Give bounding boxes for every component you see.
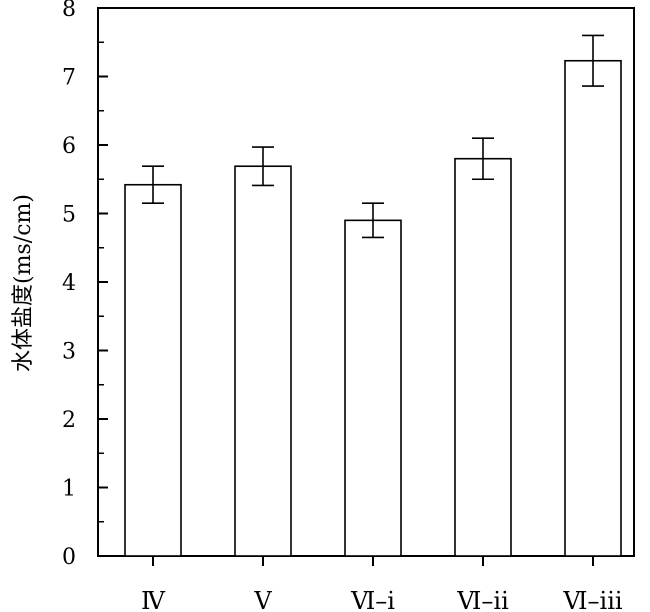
y-tick-label: 3 bbox=[62, 340, 76, 365]
bar bbox=[454, 157, 512, 557]
bar bbox=[344, 219, 402, 557]
y-tick-label: 8 bbox=[62, 0, 76, 22]
plot-area: 0 1 2 3 4 5 6 7 8 Ⅳ Ⅴ Ⅵ–i Ⅵ–ii Ⅵ–iii bbox=[62, 0, 635, 612]
x-tick-label: Ⅵ–ii bbox=[456, 587, 509, 612]
y-axis-label: 水体盐度(ms/cm) bbox=[11, 194, 36, 372]
x-tick-label: Ⅵ–i bbox=[350, 587, 395, 612]
x-tick-label: Ⅴ bbox=[253, 587, 272, 612]
y-tick-label: 5 bbox=[62, 203, 76, 228]
y-tick-label: 6 bbox=[62, 134, 76, 159]
y-tick-label: 7 bbox=[62, 66, 76, 91]
bar bbox=[234, 165, 292, 557]
y-tick-label: 1 bbox=[62, 477, 76, 502]
bar bbox=[124, 183, 182, 557]
x-tick-label: Ⅳ bbox=[141, 587, 166, 612]
x-tick-label: Ⅵ–iii bbox=[562, 587, 622, 612]
y-tick-label: 4 bbox=[62, 271, 76, 296]
y-tick-label: 2 bbox=[62, 408, 76, 433]
y-tick-label: 0 bbox=[62, 545, 76, 570]
bar bbox=[564, 59, 622, 557]
